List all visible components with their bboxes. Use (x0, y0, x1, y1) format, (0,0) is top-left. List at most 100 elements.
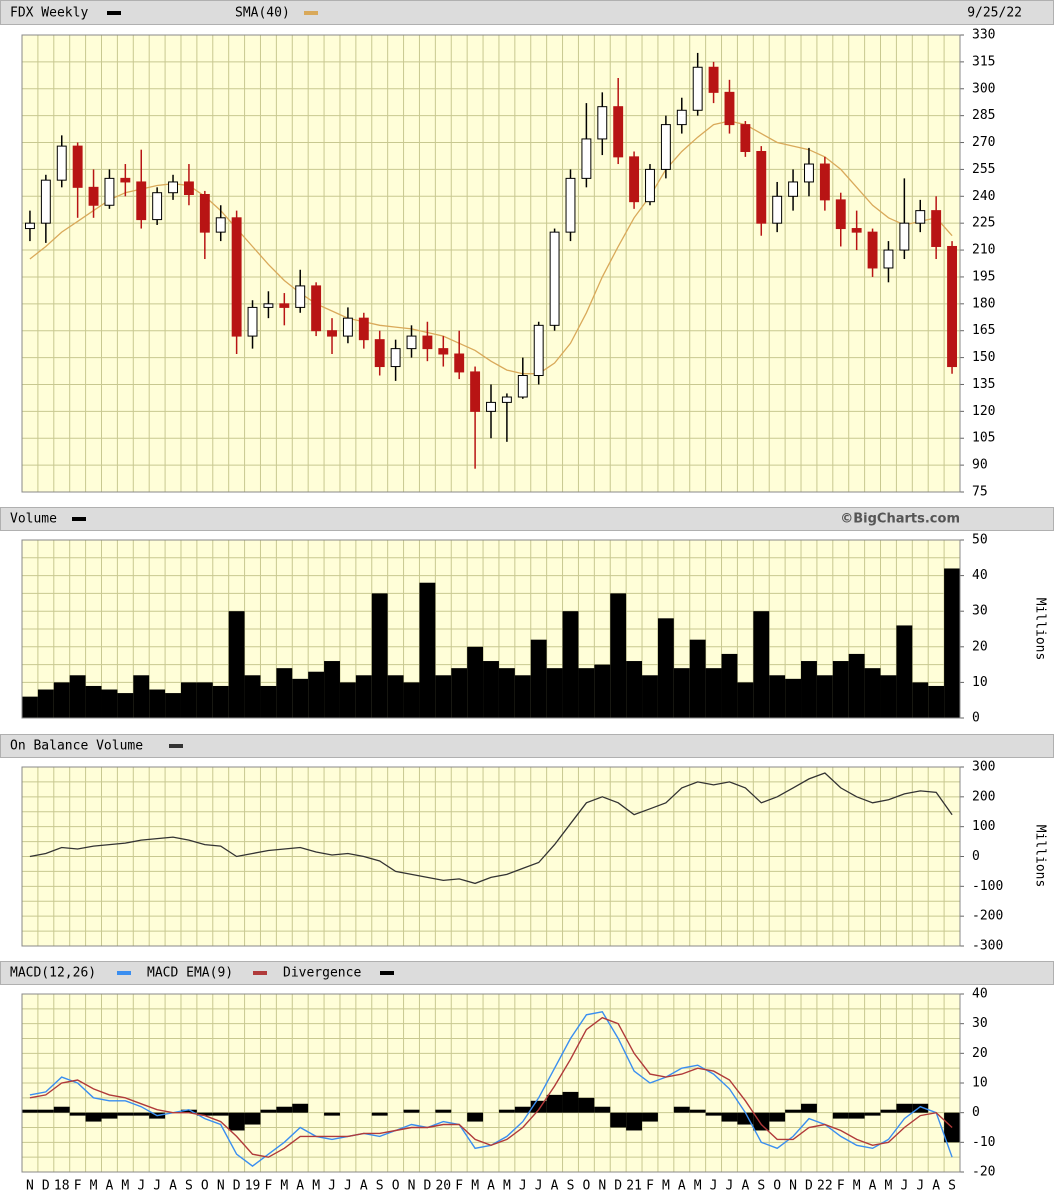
header-bar (0, 0, 1054, 25)
divergence-bar (753, 1112, 770, 1131)
divergence-bar (292, 1103, 309, 1113)
divergence-bar (212, 1112, 229, 1116)
divergence-bar (737, 1112, 754, 1125)
volume-bar (944, 568, 960, 718)
x-tick-label: S (567, 1179, 575, 1194)
divergence-bar (244, 1112, 261, 1125)
macd-line (29, 1016, 953, 1158)
x-tick-label: A (296, 1179, 304, 1194)
plot-border (21, 539, 961, 719)
volume-bar (737, 682, 754, 718)
x-tick-label: J (153, 1179, 161, 1194)
y-tick-label: -300 (972, 939, 1003, 954)
candle-body (199, 194, 210, 233)
divergence-bar (546, 1094, 563, 1113)
volume-bar (753, 611, 770, 718)
divergence-bar (133, 1112, 150, 1116)
volume-bar (673, 668, 690, 718)
x-tick-label: J (519, 1179, 527, 1194)
y-tick-label: 0 (972, 711, 980, 726)
divergence-bar (180, 1109, 197, 1113)
y-tick-label: 10 (972, 675, 988, 690)
x-tick-label: J (916, 1179, 924, 1194)
candle-body (819, 163, 830, 201)
legend-swatch (169, 744, 183, 748)
divergence-bar (228, 1112, 245, 1131)
y-tick-label: 90 (972, 458, 988, 473)
divergence-bar (514, 1106, 531, 1113)
x-tick-label: D (423, 1179, 431, 1194)
candle-body (883, 249, 894, 269)
divergence-bar (785, 1109, 802, 1113)
x-tick-label: D (614, 1179, 622, 1194)
plot-border (21, 766, 961, 947)
x-tick-label: J (344, 1179, 352, 1194)
legend-label: SMA(40) (235, 6, 290, 21)
x-tick-label: M (662, 1179, 670, 1194)
x-tick-label: S (185, 1179, 193, 1194)
x-tick-label: M (694, 1179, 702, 1194)
candle-body (629, 156, 640, 203)
candle-body (740, 124, 751, 152)
candle-body (72, 145, 83, 188)
volume-bar (117, 693, 134, 718)
y-tick-label: 135 (972, 377, 995, 392)
credit: ©BigCharts.com (840, 512, 960, 527)
x-tick-label: D (42, 1179, 50, 1194)
divergence-bar (196, 1112, 213, 1116)
candle-body (788, 181, 799, 197)
x-tick-label: A (169, 1179, 177, 1194)
y-tick-label: 50 (972, 533, 988, 548)
volume-bar (705, 668, 722, 718)
divergence-bar (689, 1109, 706, 1113)
divergence-bar (610, 1112, 627, 1128)
divergence-bar (69, 1112, 86, 1116)
candle-body (708, 66, 719, 93)
volume-bar (498, 668, 515, 718)
y-tick-label: -20 (972, 1165, 995, 1180)
plot-border (21, 34, 961, 493)
divergence-bar (896, 1103, 913, 1113)
divergence-bar (117, 1112, 134, 1116)
x-tick-label: N (598, 1179, 606, 1194)
volume-bar (594, 664, 611, 718)
volume-bar (801, 661, 817, 718)
candle-body (851, 228, 862, 233)
volume-bar (22, 696, 38, 718)
x-tick-label: 22 (817, 1179, 833, 1194)
y-tick-label: 210 (972, 243, 995, 258)
volume-bar (53, 682, 70, 718)
candle-body (327, 330, 337, 337)
candle-body (517, 375, 528, 398)
y-tick-label: 180 (972, 296, 995, 311)
legend-swatch (380, 971, 394, 975)
x-tick-label: J (535, 1179, 543, 1194)
divergence-bar (371, 1112, 388, 1116)
y-tick-label: 0 (972, 1105, 980, 1120)
volume-bar (451, 668, 468, 718)
y-tick-label: 0 (972, 849, 980, 864)
plot-border (21, 993, 961, 1173)
candle-body (104, 177, 115, 206)
axis-label: Millions (1033, 598, 1048, 661)
x-tick-label: S (757, 1179, 765, 1194)
x-tick-label: D (233, 1179, 241, 1194)
volume-bar (721, 653, 738, 718)
legend-label: MACD EMA(9) (147, 966, 233, 981)
candle-body (660, 124, 671, 170)
candle-body (597, 106, 608, 140)
x-tick-label: J (726, 1179, 734, 1194)
chart-date: 9/25/22 (967, 6, 1022, 21)
candle-body (342, 317, 353, 337)
x-tick-label: A (932, 1179, 940, 1194)
volume-bar (832, 661, 849, 718)
candle-body (867, 231, 878, 269)
candle-body (613, 106, 624, 158)
x-tick-label: A (551, 1179, 559, 1194)
y-tick-label: 120 (972, 404, 995, 419)
x-tick-label: 18 (54, 1179, 70, 1194)
divergence-bar (101, 1112, 118, 1119)
volume-bar (610, 593, 627, 718)
volume-bar (578, 668, 595, 718)
